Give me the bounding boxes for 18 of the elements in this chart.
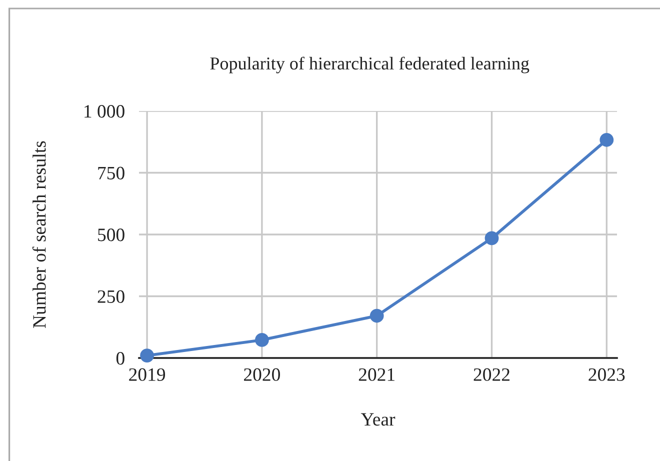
x-tick-label: 2019 xyxy=(129,368,166,381)
point xyxy=(255,333,269,347)
point xyxy=(140,348,154,362)
y-tick-label: 750 xyxy=(98,166,124,180)
point xyxy=(370,308,384,323)
x-tick-label: 2022 xyxy=(474,368,510,381)
x-axis-title: Year xyxy=(360,413,396,426)
x-tick-label: 2020 xyxy=(244,368,280,381)
point xyxy=(484,231,499,246)
y-tick-label: 0 xyxy=(116,352,124,365)
point xyxy=(600,132,614,147)
y-tick-label: 250 xyxy=(98,290,124,303)
y-axis-title: Number of search results xyxy=(32,141,46,328)
y-tick-label: 500 xyxy=(98,228,124,242)
chart-title: Popularity of hierarchical federated learning xyxy=(210,56,530,74)
x-tick-label: 2021 xyxy=(358,368,394,381)
y-tick-label: 1 000 xyxy=(84,105,124,118)
x-tick-label: 2023 xyxy=(588,368,625,381)
